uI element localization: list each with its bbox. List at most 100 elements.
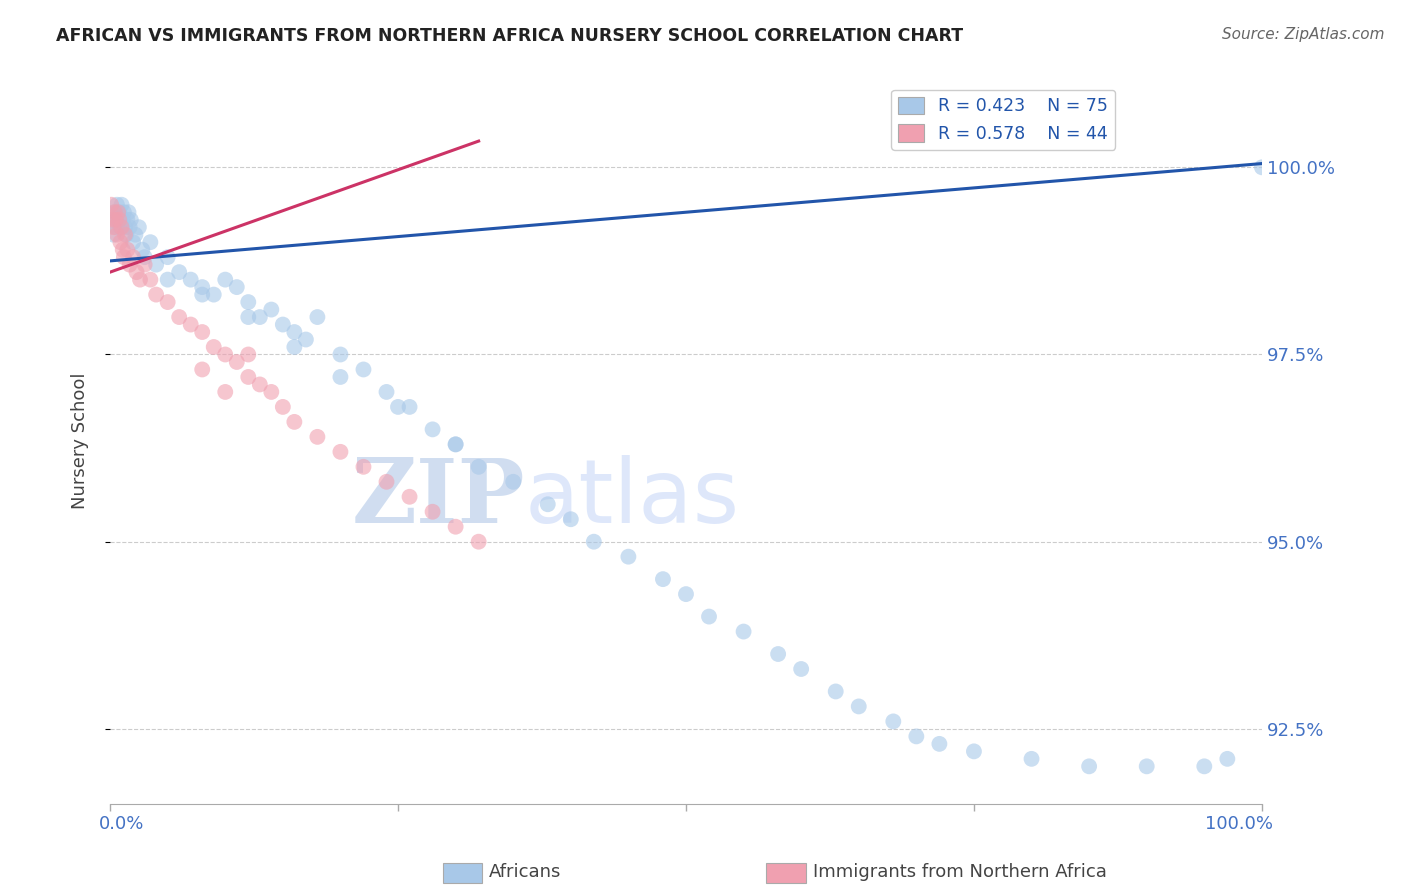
Point: [115, 227, 138, 242]
Point: [375, 384, 398, 399]
Point: [114, 220, 136, 235]
Point: [582, 534, 605, 549]
Point: [353, 362, 375, 376]
Point: [905, 730, 928, 744]
Text: Africans: Africans: [489, 863, 561, 881]
Point: [537, 497, 560, 511]
Point: [398, 400, 420, 414]
Point: [103, 227, 125, 242]
Point: [617, 549, 640, 564]
Point: [824, 684, 846, 698]
Point: [225, 355, 247, 369]
Point: [963, 744, 986, 758]
Point: [422, 422, 444, 436]
Point: [156, 250, 179, 264]
Point: [1136, 759, 1159, 773]
Point: [271, 318, 294, 332]
Point: [353, 459, 375, 474]
Point: [180, 272, 202, 286]
Point: [560, 512, 582, 526]
Point: [387, 400, 409, 414]
Point: [329, 445, 352, 459]
Point: [117, 205, 139, 219]
Point: [101, 212, 124, 227]
Point: [118, 258, 141, 272]
Text: Source: ZipAtlas.com: Source: ZipAtlas.com: [1222, 27, 1385, 42]
Point: [238, 370, 260, 384]
Point: [225, 280, 247, 294]
Point: [271, 400, 294, 414]
Point: [118, 220, 141, 235]
Point: [191, 325, 214, 339]
Point: [139, 272, 162, 286]
Point: [104, 220, 127, 235]
Point: [202, 340, 225, 354]
Point: [110, 235, 132, 249]
Point: [191, 280, 214, 294]
Point: [156, 272, 179, 286]
Point: [104, 205, 127, 219]
Point: [110, 198, 132, 212]
Point: [882, 714, 904, 729]
Point: [295, 333, 318, 347]
Point: [125, 265, 148, 279]
Point: [249, 377, 271, 392]
Point: [238, 295, 260, 310]
Point: [112, 250, 135, 264]
Point: [467, 459, 489, 474]
Point: [1216, 752, 1239, 766]
Point: [108, 212, 131, 227]
Point: [675, 587, 697, 601]
Point: [260, 384, 283, 399]
Point: [283, 415, 305, 429]
Point: [122, 250, 145, 264]
Point: [104, 212, 127, 227]
Point: [134, 250, 156, 264]
Point: [117, 212, 139, 227]
Point: [120, 212, 142, 227]
Point: [180, 318, 202, 332]
Point: [307, 430, 329, 444]
Point: [1078, 759, 1101, 773]
Point: [202, 287, 225, 301]
Point: [766, 647, 789, 661]
Point: [191, 287, 214, 301]
Point: [214, 347, 236, 361]
Y-axis label: Nursery School: Nursery School: [72, 372, 89, 508]
Point: [110, 220, 132, 235]
Point: [283, 325, 305, 339]
Point: [398, 490, 420, 504]
Point: [928, 737, 950, 751]
Point: [108, 205, 131, 219]
Point: [502, 475, 524, 489]
Point: [129, 272, 152, 286]
Point: [1021, 752, 1043, 766]
Point: [260, 302, 283, 317]
Point: [697, 609, 720, 624]
Point: [117, 243, 139, 257]
Text: 100.0%: 100.0%: [1205, 815, 1274, 833]
Point: [444, 437, 467, 451]
Point: [307, 310, 329, 324]
Point: [1251, 161, 1274, 175]
Point: [167, 265, 190, 279]
Point: [104, 205, 127, 219]
Point: [167, 310, 190, 324]
Point: [111, 243, 134, 257]
Point: [107, 212, 129, 227]
Point: [156, 295, 179, 310]
Point: [444, 519, 467, 533]
Point: [467, 534, 489, 549]
Point: [238, 310, 260, 324]
Point: [105, 198, 128, 212]
Text: 0.0%: 0.0%: [98, 815, 143, 833]
Point: [238, 347, 260, 361]
Text: Immigrants from Northern Africa: Immigrants from Northern Africa: [813, 863, 1107, 881]
Point: [134, 258, 156, 272]
Point: [105, 227, 128, 242]
Point: [1194, 759, 1216, 773]
Point: [100, 198, 122, 212]
Point: [790, 662, 813, 676]
Point: [652, 572, 675, 586]
Point: [444, 437, 467, 451]
